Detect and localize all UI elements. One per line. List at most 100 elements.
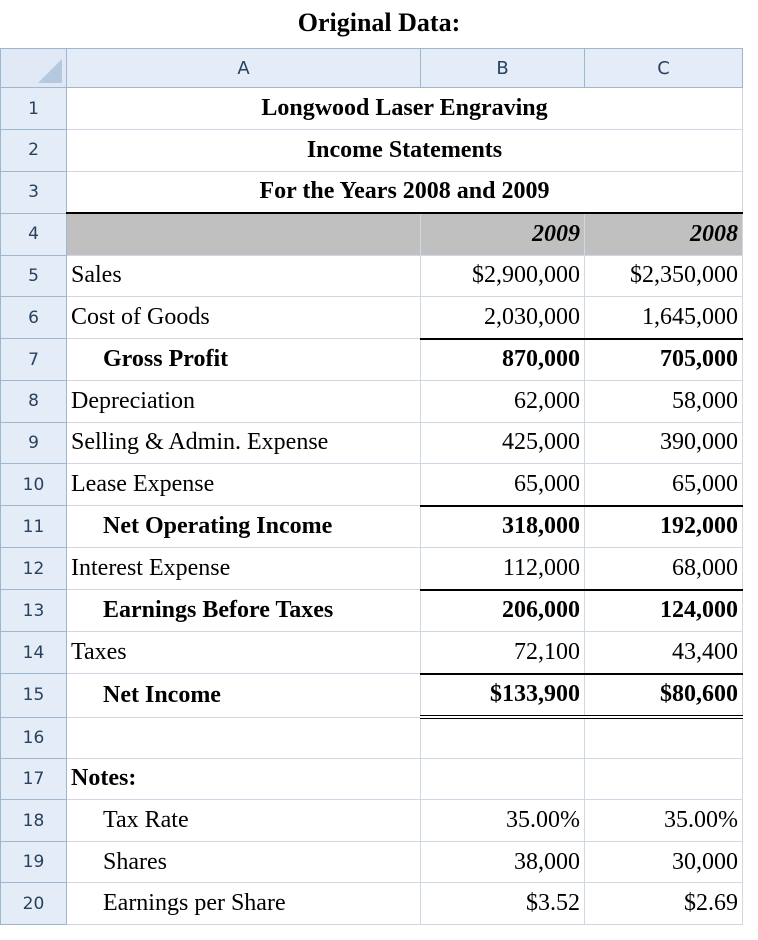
row-header-16[interactable]: 16 [0, 716, 67, 759]
row-6: 6 Cost of Goods 2,030,000 1,645,000 [0, 296, 743, 340]
column-header-a[interactable]: A [66, 47, 421, 89]
column-header-c[interactable]: C [584, 47, 743, 89]
value-shares-2009[interactable]: 38,000 [420, 840, 585, 884]
row-20: 20 Earnings per Share $3.52 $2.69 [0, 882, 743, 925]
column-header-b[interactable]: B [420, 47, 585, 89]
value-noi-2008[interactable]: 192,000 [584, 504, 743, 549]
select-all-corner[interactable] [0, 47, 67, 89]
row-header-17[interactable]: 17 [0, 757, 67, 801]
label-taxes[interactable]: Taxes [66, 631, 421, 675]
label-gross-profit[interactable]: Gross Profit [66, 338, 421, 382]
year-header-2008[interactable]: 2008 [584, 212, 743, 256]
cell-c16[interactable] [584, 716, 743, 759]
value-gross-profit-2008[interactable]: 705,000 [584, 337, 743, 382]
row-9: 9 Selling & Admin. Expense 425,000 390,0… [0, 421, 743, 465]
value-sales-2008[interactable]: $2,350,000 [584, 254, 743, 298]
value-net-income-2009[interactable]: $133,900 [420, 672, 585, 720]
row-3: 3 For the Years 2008 and 2009 [0, 170, 743, 214]
row-header-8[interactable]: 8 [0, 380, 67, 423]
row-15: 15 Net Income $133,900 $80,600 [0, 672, 743, 720]
period-title-cell[interactable]: For the Years 2008 and 2009 [66, 170, 743, 214]
statement-title-cell[interactable]: Income Statements [66, 129, 743, 172]
company-title-cell[interactable]: Longwood Laser Engraving [66, 87, 743, 130]
spreadsheet-grid[interactable]: A B C 1 Longwood Laser Engraving 2 Incom… [0, 47, 743, 925]
label-interest-expense[interactable]: Interest Expense [66, 547, 421, 591]
row-header-5[interactable]: 5 [0, 254, 67, 298]
value-eps-2009[interactable]: $3.52 [420, 882, 585, 925]
value-depreciation-2009[interactable]: 62,000 [420, 380, 585, 423]
row-header-1[interactable]: 1 [0, 87, 67, 130]
value-taxes-2009[interactable]: 72,100 [420, 631, 585, 675]
column-header-row: A B C [0, 47, 743, 89]
label-net-operating-income[interactable]: Net Operating Income [66, 505, 421, 549]
row-19: 19 Shares 38,000 30,000 [0, 840, 743, 884]
value-gross-profit-2009[interactable]: 870,000 [420, 337, 585, 382]
row-4: 4 2009 2008 [0, 212, 743, 256]
value-tax-rate-2009[interactable]: 35.00% [420, 799, 585, 842]
value-eps-2008[interactable]: $2.69 [584, 882, 743, 925]
value-shares-2008[interactable]: 30,000 [584, 840, 743, 884]
row-header-2[interactable]: 2 [0, 129, 67, 172]
value-selling-admin-2008[interactable]: 390,000 [584, 421, 743, 465]
value-cogs-2009[interactable]: 2,030,000 [420, 296, 585, 340]
value-interest-2009[interactable]: 112,000 [420, 547, 585, 591]
value-net-income-2008[interactable]: $80,600 [584, 672, 743, 720]
value-noi-2009[interactable]: 318,000 [420, 504, 585, 549]
row-header-19[interactable]: 19 [0, 840, 67, 884]
label-selling-admin[interactable]: Selling & Admin. Expense [66, 421, 421, 465]
row-header-9[interactable]: 9 [0, 421, 67, 465]
row-header-15[interactable]: 15 [0, 673, 67, 718]
label-net-income[interactable]: Net Income [66, 673, 421, 718]
label-shares[interactable]: Shares [66, 840, 421, 884]
row-header-12[interactable]: 12 [0, 547, 67, 591]
label-lease-expense[interactable]: Lease Expense [66, 463, 421, 507]
label-cost-of-goods[interactable]: Cost of Goods [66, 296, 421, 340]
value-lease-2009[interactable]: 65,000 [420, 463, 585, 507]
row-header-6[interactable]: 6 [0, 296, 67, 340]
label-eps[interactable]: Earnings per Share [66, 882, 421, 925]
row-header-7[interactable]: 7 [0, 338, 67, 382]
row-header-10[interactable]: 10 [0, 463, 67, 507]
select-all-icon [38, 59, 62, 84]
cell-a16[interactable] [66, 716, 421, 759]
year-header-2009[interactable]: 2009 [420, 212, 585, 256]
row-2: 2 Income Statements [0, 129, 743, 172]
value-selling-admin-2009[interactable]: 425,000 [420, 421, 585, 465]
row-16: 16 [0, 716, 743, 759]
label-tax-rate[interactable]: Tax Rate [66, 799, 421, 842]
value-cogs-2008[interactable]: 1,645,000 [584, 296, 743, 340]
cell-b16[interactable] [420, 716, 585, 759]
cell-c17[interactable] [584, 757, 743, 801]
row-header-20[interactable]: 20 [0, 882, 67, 925]
label-sales[interactable]: Sales [66, 254, 421, 298]
row-12: 12 Interest Expense 112,000 68,000 [0, 547, 743, 591]
row-13: 13 Earnings Before Taxes 206,000 124,000 [0, 588, 743, 633]
row-18: 18 Tax Rate 35.00% 35.00% [0, 799, 743, 842]
row-header-18[interactable]: 18 [0, 799, 67, 842]
value-sales-2009[interactable]: $2,900,000 [420, 254, 585, 298]
cell-a4[interactable] [66, 212, 421, 256]
row-header-13[interactable]: 13 [0, 589, 67, 633]
row-7: 7 Gross Profit 870,000 705,000 [0, 337, 743, 382]
row-8: 8 Depreciation 62,000 58,000 [0, 380, 743, 423]
row-5: 5 Sales $2,900,000 $2,350,000 [0, 254, 743, 298]
row-17: 17 Notes: [0, 757, 743, 801]
value-depreciation-2008[interactable]: 58,000 [584, 380, 743, 423]
row-header-3[interactable]: 3 [0, 170, 67, 214]
cell-b17[interactable] [420, 757, 585, 801]
label-notes[interactable]: Notes: [66, 757, 421, 801]
row-1: 1 Longwood Laser Engraving [0, 87, 743, 130]
row-10: 10 Lease Expense 65,000 65,000 [0, 463, 743, 507]
value-ebt-2009[interactable]: 206,000 [420, 588, 585, 633]
value-taxes-2008[interactable]: 43,400 [584, 631, 743, 675]
label-earnings-before-taxes[interactable]: Earnings Before Taxes [66, 589, 421, 633]
row-header-14[interactable]: 14 [0, 631, 67, 675]
label-depreciation[interactable]: Depreciation [66, 380, 421, 423]
row-14: 14 Taxes 72,100 43,400 [0, 631, 743, 675]
value-ebt-2008[interactable]: 124,000 [584, 588, 743, 633]
value-interest-2008[interactable]: 68,000 [584, 547, 743, 591]
row-header-11[interactable]: 11 [0, 505, 67, 549]
value-tax-rate-2008[interactable]: 35.00% [584, 799, 743, 842]
row-header-4[interactable]: 4 [0, 212, 67, 256]
value-lease-2008[interactable]: 65,000 [584, 463, 743, 507]
